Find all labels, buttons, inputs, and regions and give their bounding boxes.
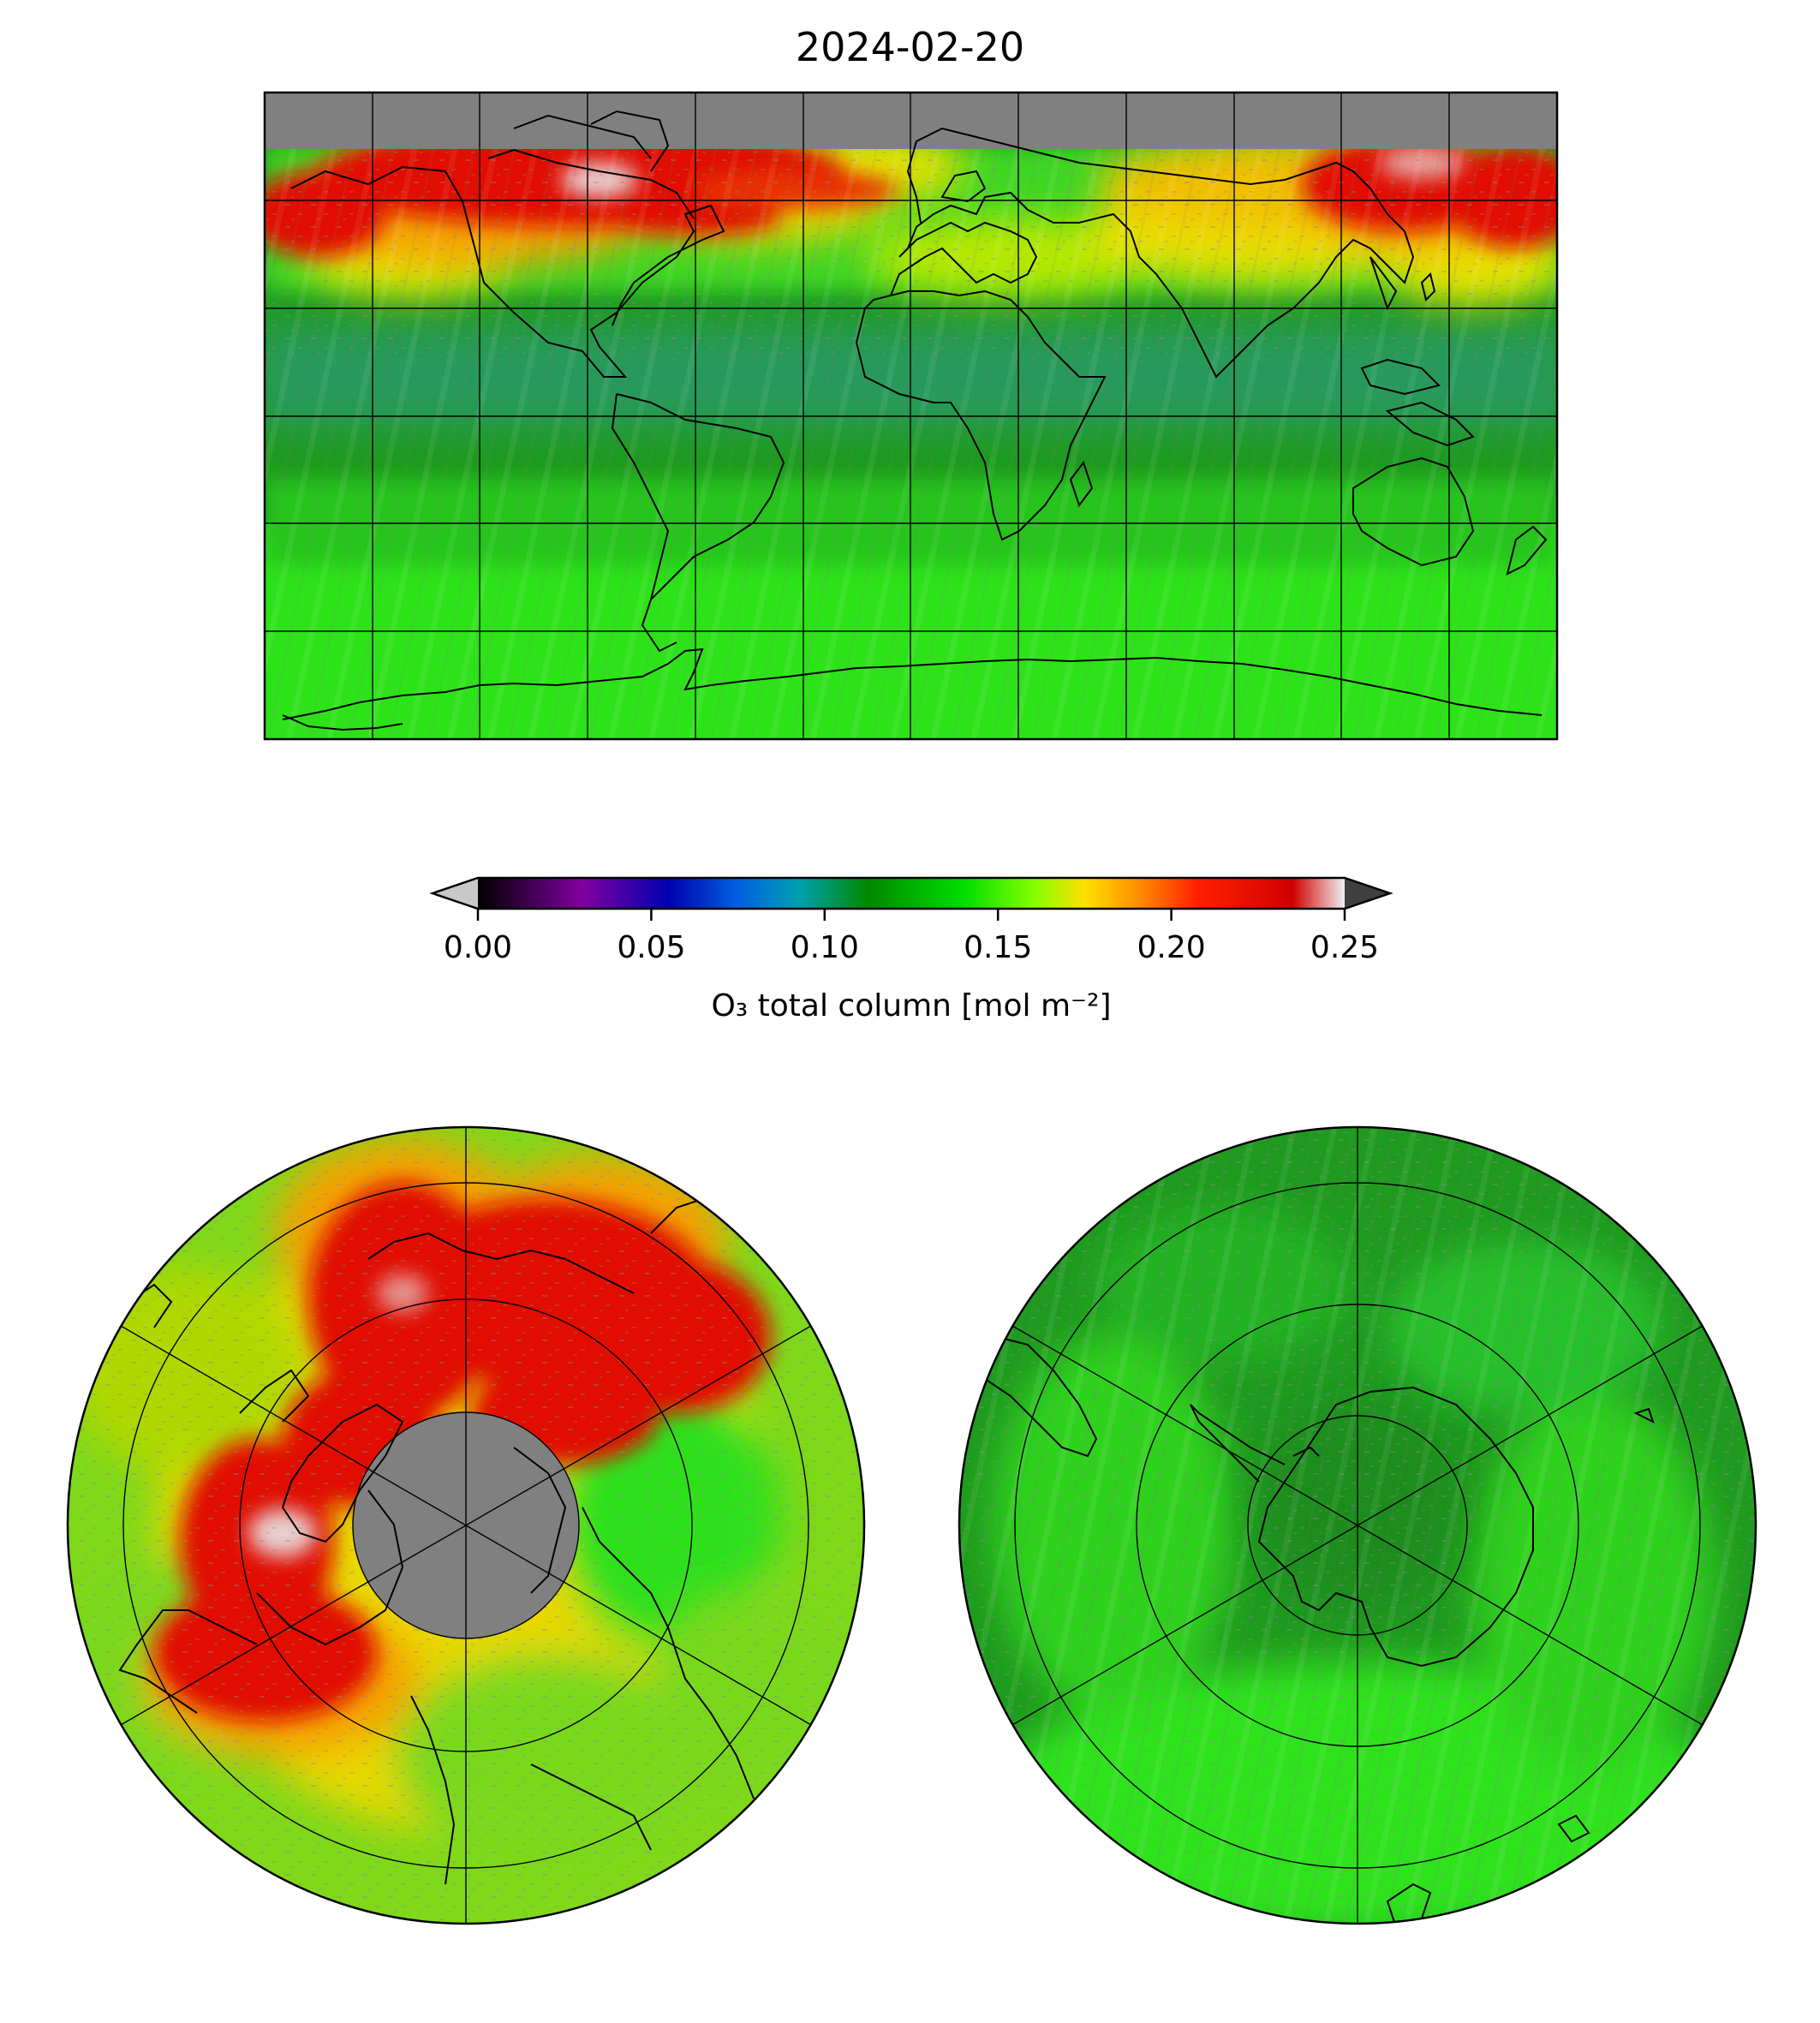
global-graticule (265, 92, 1557, 739)
north-graticule (120, 1127, 812, 1924)
colorbar-gradient (478, 878, 1345, 909)
colorbar-over-extension (1345, 878, 1390, 909)
colorbar-tick-label: 0.15 (964, 930, 1032, 965)
north-polar-map-panel (66, 1125, 866, 1925)
figure-title: 2024-02-20 (795, 24, 1025, 70)
colorbar-under-extension (433, 878, 478, 909)
colorbar-tick-label: 0.10 (791, 930, 859, 965)
south-map-frame (958, 1125, 1757, 1925)
colorbar: 0.00 0.05 0.10 0.15 0.20 0.25 O₃ total column… (429, 876, 1393, 1023)
colorbar-tick-label: 0.25 (1310, 930, 1379, 965)
north-coastlines (118, 1197, 755, 1885)
colorbar-tick-label: 0.00 (444, 930, 512, 965)
south-polar-map-panel (958, 1125, 1757, 1925)
north-map-frame (66, 1125, 866, 1925)
south-graticule (1011, 1127, 1704, 1924)
global-map-frame (263, 91, 1559, 741)
global-coastlines (282, 110, 1548, 731)
global-map-panel (263, 91, 1559, 741)
colorbar-ticks: 0.00 0.05 0.10 0.15 0.20 0.25 (444, 909, 1379, 965)
colorbar-tick-label: 0.05 (617, 930, 685, 965)
colorbar-tick-label: 0.20 (1137, 930, 1206, 965)
colorbar-label: O₃ total column [mol m⁻²] (711, 988, 1111, 1023)
